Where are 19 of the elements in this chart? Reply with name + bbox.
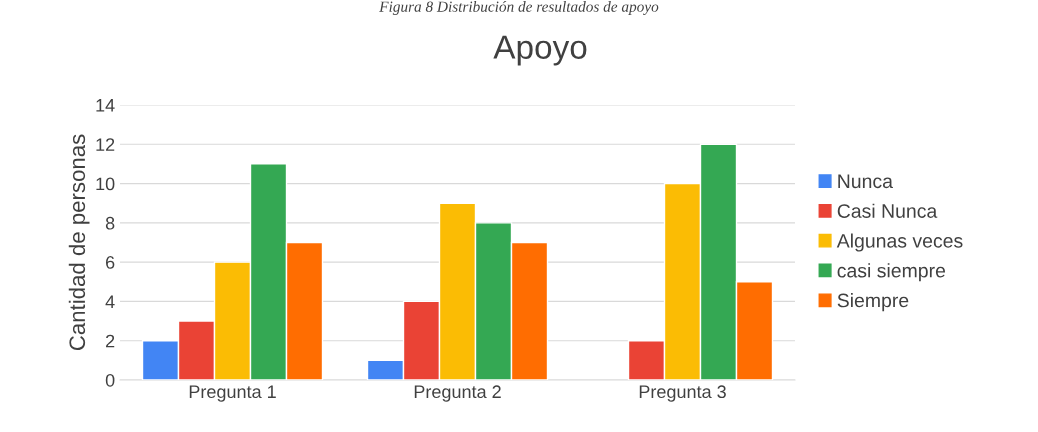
text: Figura 8 Distribución de resultados de apoyo — [379, 1, 659, 15]
y-tick-label: 4 — [105, 295, 115, 308]
legend-label: Siempre — [837, 293, 909, 312]
y-tick-label: 6 — [106, 256, 115, 269]
y-tick-label: 0 — [105, 373, 115, 387]
chart-title: Apoyo — [493, 35, 587, 66]
y-tick-label: 8 — [105, 216, 115, 230]
y-tick-label: 2 — [106, 334, 115, 348]
legend-label: Algunas veces — [836, 233, 963, 252]
x-tick-label: Pregunta 1 — [189, 385, 276, 402]
legend-label: Nunca — [838, 174, 893, 189]
y-tick-label: 12 — [96, 138, 115, 151]
y-tick-label: 10 — [96, 177, 115, 191]
y-axis-title: Cantidad de personas — [68, 134, 90, 351]
legend-label: casi siempre — [837, 263, 946, 282]
x-tick-label: Pregunta 3 — [639, 385, 726, 402]
y-tick-label: 14 — [96, 99, 115, 112]
x-tick-label: Pregunta 2 — [414, 385, 501, 402]
legend-label: Casi Nunca — [837, 203, 938, 218]
